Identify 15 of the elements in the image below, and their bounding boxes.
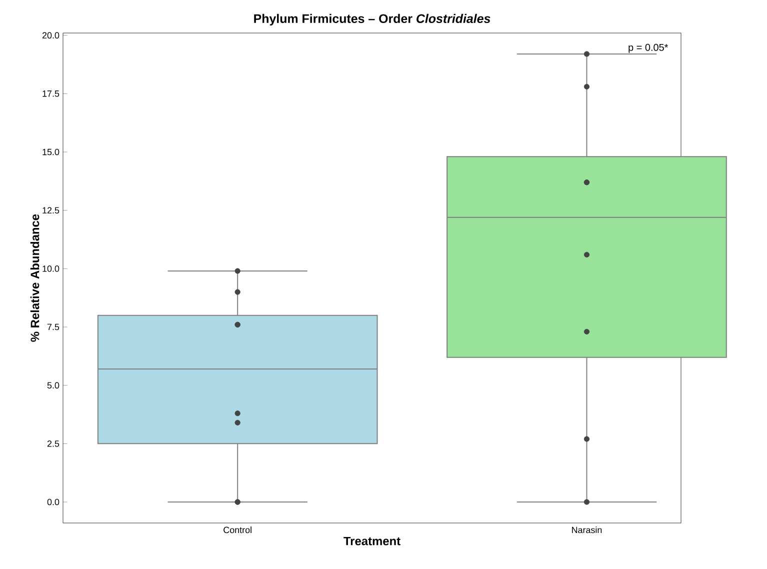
- y-tick-label: 15.0: [42, 148, 60, 156]
- x-tick-label: Narasin: [572, 526, 602, 534]
- y-tick-label: 7.5: [47, 324, 60, 330]
- annotation: p = 0.05*: [628, 44, 668, 53]
- y-tick-label: 20.0: [42, 32, 60, 39]
- x-axis-title: Treatment: [344, 536, 400, 546]
- y-tick-label: 0.0: [47, 498, 60, 506]
- y-tick-label: 17.5: [42, 90, 60, 97]
- y-tick-label: 12.5: [42, 207, 60, 214]
- y-tick-label: 5.0: [47, 382, 60, 389]
- y-tick-label: 2.5: [47, 440, 60, 447]
- x-tick-label: Control: [224, 526, 252, 534]
- y-axis-title: % Relative Abundance: [30, 214, 40, 342]
- y-tick-label: 10.0: [42, 265, 60, 272]
- chart-title: Phylum Firmicutes – Order Clostridiales: [254, 14, 490, 26]
